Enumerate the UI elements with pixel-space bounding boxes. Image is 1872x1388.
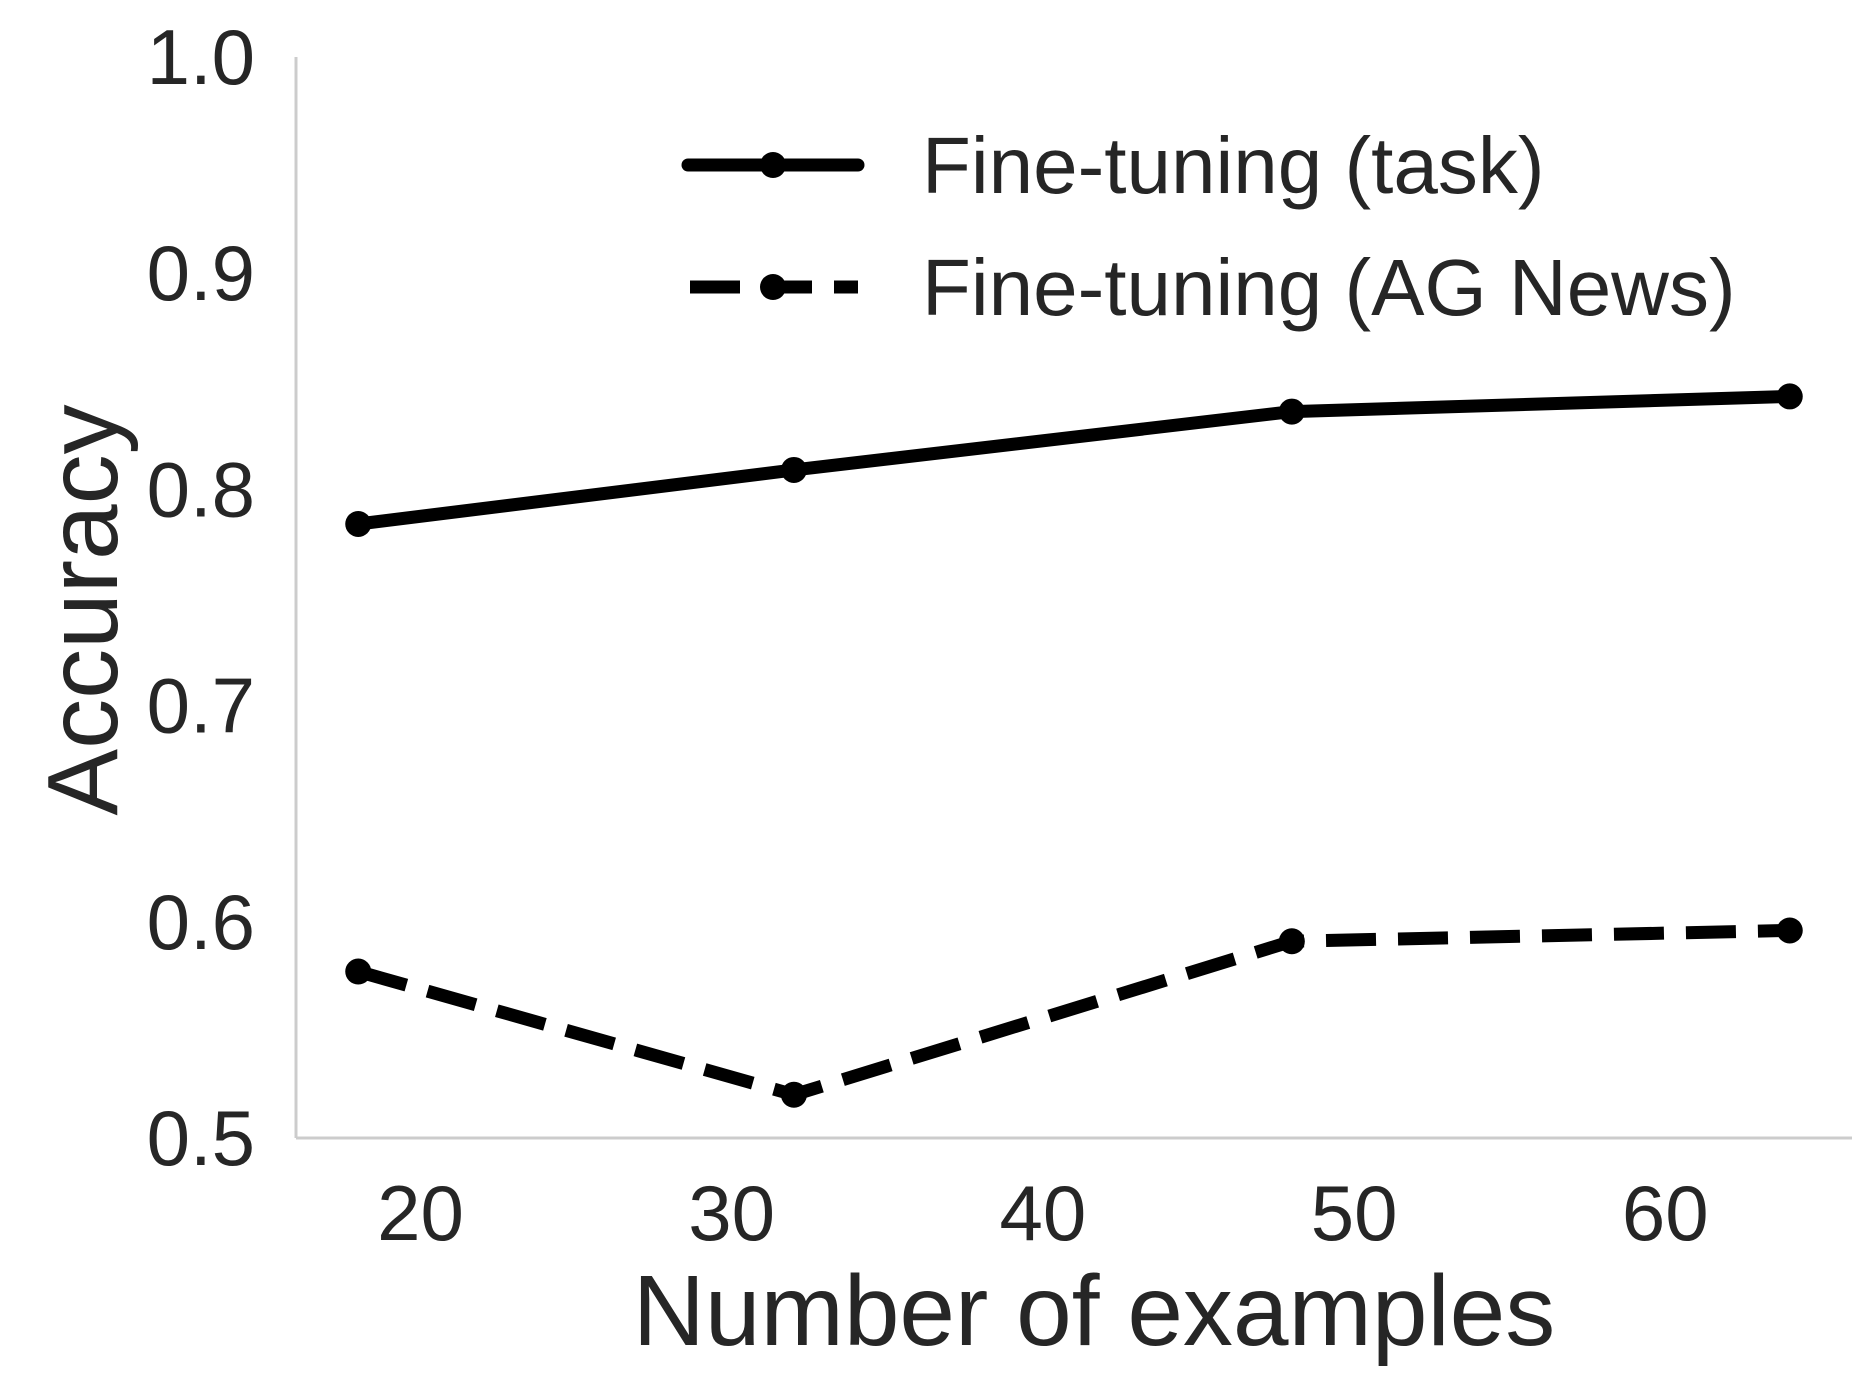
data-point — [1278, 928, 1305, 955]
legend-marker — [760, 274, 786, 300]
series-2 — [345, 917, 1803, 1108]
data-point — [345, 510, 372, 537]
legend-label: Fine-tuning (task) — [922, 121, 1544, 210]
y-axis-title: Accuracy — [27, 404, 139, 815]
series — [345, 383, 1803, 1108]
series-line — [357, 389, 1790, 531]
x-tick-label: 20 — [377, 1169, 464, 1257]
y-tick-label: 0.7 — [147, 662, 255, 750]
series-line — [356, 923, 1790, 1102]
legend-item: Fine-tuning (AG News) — [688, 243, 1736, 332]
y-tick-labels: 0.5 0.6 0.7 0.8 0.9 1.0 — [147, 13, 255, 1182]
x-tick-label: 50 — [1311, 1169, 1398, 1257]
series-1 — [345, 383, 1803, 537]
legend: Fine-tuning (task) Fine-tuning (AG News) — [681, 121, 1736, 332]
data-point — [345, 958, 372, 985]
data-point — [1278, 398, 1305, 425]
data-point — [1776, 917, 1803, 944]
x-tick-label: 60 — [1622, 1169, 1709, 1257]
legend-label: Fine-tuning (AG News) — [922, 243, 1736, 332]
data-point — [780, 456, 807, 483]
x-axis-title: Number of examples — [633, 1255, 1556, 1367]
y-tick-label: 0.5 — [147, 1094, 255, 1182]
y-tick-label: 0.6 — [147, 878, 255, 966]
y-tick-label: 0.9 — [147, 229, 255, 317]
data-point — [1776, 383, 1803, 410]
y-tick-label: 0.8 — [147, 445, 255, 533]
legend-item: Fine-tuning (task) — [681, 121, 1544, 210]
data-point — [780, 1081, 807, 1108]
axes — [294, 57, 1852, 1140]
x-tick-labels: 20 30 40 50 60 — [377, 1169, 1709, 1257]
x-tick-label: 30 — [688, 1169, 775, 1257]
x-tick-label: 40 — [999, 1169, 1086, 1257]
legend-marker — [760, 152, 786, 178]
y-tick-label: 1.0 — [147, 13, 255, 101]
